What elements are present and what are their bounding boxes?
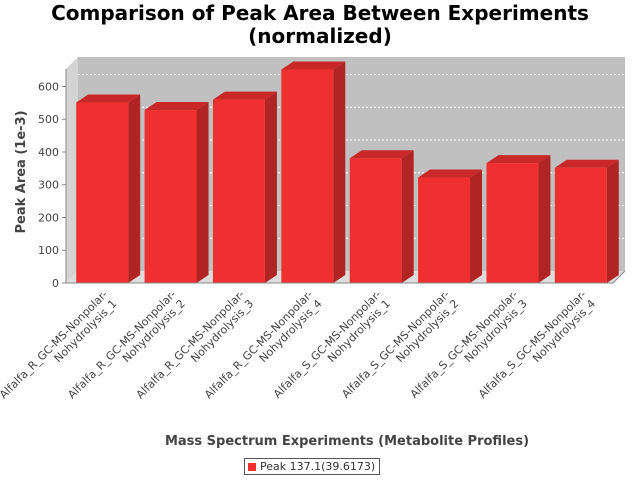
bar-side: [606, 159, 619, 283]
x-tick-label-line: Alfalfa_S_GC-MS-Nonpolar-: [476, 288, 589, 401]
bar-front: [212, 99, 265, 283]
y-tick-label: 0: [52, 277, 59, 290]
bar-front: [281, 69, 334, 283]
bar-front: [349, 158, 402, 283]
bar-front: [76, 102, 129, 284]
chart-title: Comparison of Peak Area Between Experime…: [0, 2, 640, 48]
x-axis: Alfalfa_R_GC-MS-Nonpolar-Nohydrolysis_1A…: [0, 270, 626, 411]
x-tick-label: Alfalfa_R_GC-MS-Nonpolar-Nohydrolysis_1: [0, 288, 120, 411]
bar-side: [401, 150, 414, 283]
bar-front: [418, 177, 471, 283]
y-axis-label: Peak Area (1e-3): [14, 110, 29, 233]
x-tick-label-line: Alfalfa_S_GC-MS-Nonpolar-: [271, 288, 384, 401]
y-tick-label: 300: [38, 179, 59, 192]
bar-top: [349, 150, 414, 159]
bar-top: [281, 61, 346, 70]
x-tick-label-line: Alfalfa_R_GC-MS-Nonpolar-: [0, 288, 110, 401]
bar: [486, 155, 551, 283]
bar-side: [264, 91, 277, 283]
bar-side: [196, 102, 209, 283]
bar: [281, 61, 346, 283]
bar-top: [76, 94, 141, 103]
y-tick-label: 600: [38, 80, 59, 93]
y-tick-label: 100: [38, 244, 59, 257]
bar: [76, 94, 141, 284]
bar-top: [144, 102, 209, 111]
y-tick-label: 200: [38, 211, 59, 224]
bar: [212, 91, 277, 283]
x-axis-depth-line: [612, 270, 626, 284]
bar-top: [554, 159, 619, 168]
bar: [554, 159, 619, 283]
bar-side: [128, 94, 141, 284]
bar-top: [212, 91, 277, 100]
bar-side: [470, 169, 483, 283]
y-axis: 0 100 200 300 400 500 600: [38, 69, 67, 290]
bar-side: [538, 155, 551, 283]
chart-title-line-2: (normalized): [248, 24, 392, 48]
bar-front: [486, 163, 539, 283]
x-tick-label-line: Alfalfa_S_GC-MS-Nonpolar-: [339, 288, 452, 401]
legend: Peak 137.1(39.6173): [244, 458, 381, 475]
bar-front: [144, 110, 197, 283]
x-tick-label-line: Alfalfa_R_GC-MS-Nonpolar-: [134, 288, 247, 401]
legend-label: Peak 137.1(39.6173): [260, 460, 376, 473]
x-axis-label: Mass Spectrum Experiments (Metabolite Pr…: [165, 434, 529, 449]
x-tick-label-line: Alfalfa_R_GC-MS-Nonpolar-: [202, 288, 315, 401]
x-tick-label-line: Alfalfa_S_GC-MS-Nonpolar-: [408, 288, 521, 401]
chart-title-line-1: Comparison of Peak Area Between Experime…: [51, 1, 589, 25]
legend-swatch: [248, 462, 256, 471]
bar-top: [418, 169, 483, 178]
bars: [76, 61, 619, 284]
y-tick-label: 500: [38, 113, 59, 126]
bar-front: [554, 167, 607, 283]
bar: [418, 169, 483, 283]
y-tick-label: 400: [38, 146, 59, 159]
plot-left-wall: [66, 57, 78, 283]
bar: [349, 150, 414, 283]
bar-top: [486, 155, 551, 164]
bar-side: [333, 61, 346, 283]
x-tick-label-line: Alfalfa_R_GC-MS-Nonpolar-: [65, 288, 178, 401]
bar: [144, 102, 209, 283]
